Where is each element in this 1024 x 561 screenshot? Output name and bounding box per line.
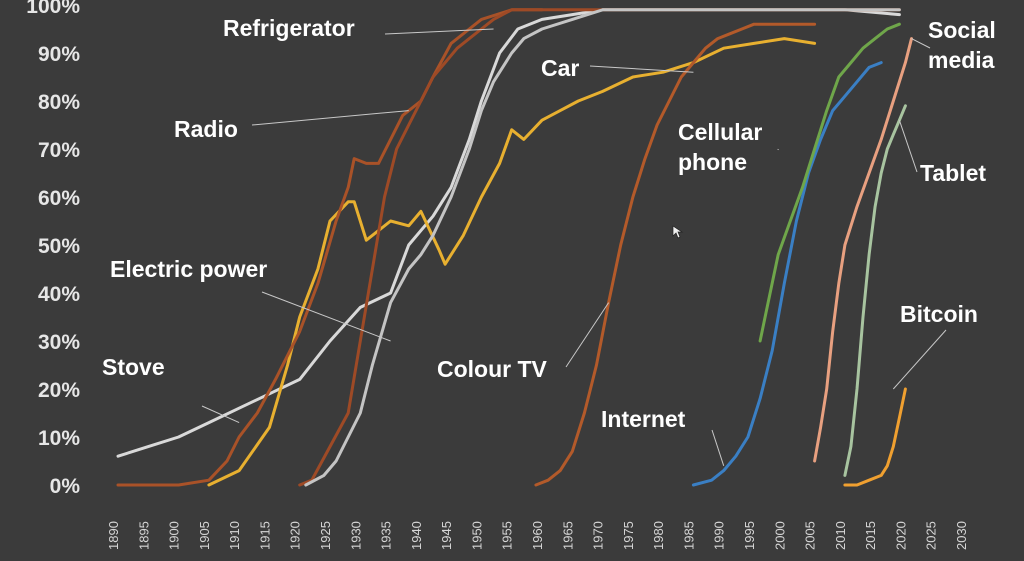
leader-line-bitcoin — [892, 329, 947, 390]
leader-line-colour-tv — [565, 302, 610, 368]
series-label-car: Car — [541, 55, 579, 81]
x-tick-label: 1920 — [288, 521, 303, 550]
series-line-radio — [116, 8, 544, 487]
y-tick-label: 80% — [38, 91, 80, 114]
series-line-cellular-phone — [758, 22, 901, 343]
mouse-cursor-icon — [672, 225, 684, 239]
y-tick-label: 100% — [26, 0, 80, 18]
series-line-car — [304, 8, 901, 487]
series-line-internet — [691, 61, 883, 487]
leader-line-car — [589, 65, 694, 73]
x-tick-label: 1975 — [621, 521, 636, 550]
y-tick-label: 70% — [38, 139, 80, 162]
series-label-electric-power: Electric power — [110, 256, 267, 282]
x-tick-label: 1925 — [318, 521, 333, 550]
series-line-stove — [116, 8, 901, 458]
x-tick-label: 1890 — [106, 521, 121, 550]
x-tick-label: 2030 — [954, 521, 969, 550]
leader-line-social-media — [911, 38, 931, 49]
x-tick-label: 1985 — [681, 521, 696, 550]
series-label-colour-tv: Colour TV — [437, 356, 548, 382]
leader-line-internet — [711, 429, 725, 466]
x-tick-label: 1935 — [379, 521, 394, 550]
x-tick-label: 1965 — [560, 521, 575, 550]
leader-line-tablet — [898, 120, 918, 173]
y-tick-label: 60% — [38, 187, 80, 210]
x-tick-label: 1910 — [227, 521, 242, 550]
label-leaders — [201, 28, 947, 466]
x-tick-label: 2015 — [863, 521, 878, 550]
series-line-bitcoin — [843, 387, 907, 487]
x-tick-label: 1895 — [136, 521, 151, 550]
x-tick-label: 2010 — [833, 521, 848, 550]
y-tick-label: 10% — [38, 427, 80, 450]
x-tick-label: 1945 — [439, 521, 454, 550]
leader-line-refrigerator — [384, 28, 494, 35]
x-tick-label: 1960 — [530, 521, 545, 550]
series-label-refrigerator: Refrigerator — [223, 15, 355, 41]
series-label-social-media: Social media — [928, 17, 996, 73]
y-axis: 0% 10% 20% 30% 40% 50% 60% 70% 80% 90% 100% — [26, 0, 80, 498]
series-label-tablet: Tablet — [920, 160, 986, 186]
series-line-refrigerator — [298, 8, 901, 487]
series-label-internet: Internet — [601, 406, 686, 432]
y-tick-label: 90% — [38, 43, 80, 66]
series-line-social-media — [813, 37, 913, 463]
y-tick-label: 50% — [38, 235, 80, 258]
x-tick-label: 2000 — [772, 521, 787, 550]
x-tick-label: 2005 — [803, 521, 818, 550]
series-lines — [116, 8, 913, 487]
leader-line-stove — [201, 405, 240, 424]
leader-line-electric-power — [261, 291, 391, 342]
y-tick-label: 20% — [38, 379, 80, 402]
x-tick-label: 1905 — [197, 521, 212, 550]
series-label-bitcoin: Bitcoin — [900, 301, 978, 327]
series-line-colour-tv — [534, 22, 817, 487]
series-line-electric-power — [207, 37, 817, 487]
y-tick-label: 30% — [38, 331, 80, 354]
x-tick-label: 1970 — [591, 521, 606, 550]
series-label-radio: Radio — [174, 116, 238, 142]
x-tick-label: 1955 — [500, 521, 515, 550]
leader-line-radio — [251, 110, 409, 126]
y-tick-label: 0% — [50, 475, 81, 498]
x-tick-label: 1980 — [651, 521, 666, 550]
x-tick-label: 2025 — [924, 521, 939, 550]
x-tick-label: 2020 — [893, 521, 908, 550]
x-tick-label: 1995 — [742, 521, 757, 550]
x-axis: 1890 1895 1900 1905 1910 1915 1920 1925 1930 1935… — [106, 521, 969, 550]
series-line-tablet — [843, 104, 907, 477]
x-tick-label: 1930 — [348, 521, 363, 550]
x-tick-label: 1900 — [167, 521, 182, 550]
x-tick-label: 1950 — [469, 521, 484, 550]
series-labels: Refrigerator Car Radio Electric power Stove C… — [102, 15, 996, 432]
series-label-stove: Stove — [102, 354, 165, 380]
y-tick-label: 40% — [38, 283, 80, 306]
x-tick-label: 1940 — [409, 521, 424, 550]
series-label-cellular-phone: Cellular phone — [678, 119, 762, 175]
x-tick-label: 1990 — [712, 521, 727, 550]
x-tick-label: 1915 — [257, 521, 272, 550]
